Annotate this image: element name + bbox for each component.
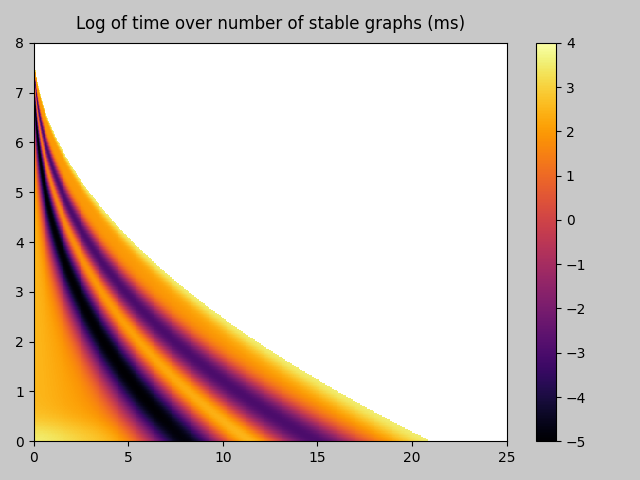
Title: Log of time over number of stable graphs (ms): Log of time over number of stable graphs…	[76, 15, 465, 33]
